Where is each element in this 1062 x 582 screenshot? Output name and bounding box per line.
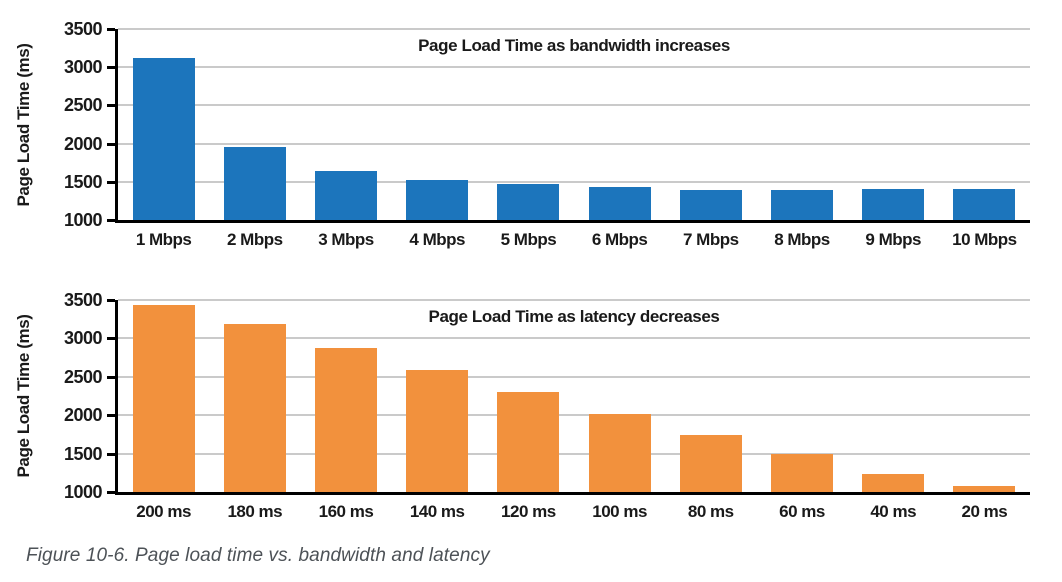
bar (771, 190, 833, 220)
bar (315, 347, 377, 492)
bar (588, 414, 651, 492)
y-axis-line (115, 29, 118, 223)
y-tick-label: 1500 (63, 443, 103, 464)
y-axis-title: Page Load Time (ms) (14, 42, 33, 207)
gridline (118, 337, 1030, 340)
x-tick-label: 10 Mbps (952, 230, 1017, 249)
y-tick-label: 2500 (63, 95, 103, 116)
y-tick-label: 1500 (63, 171, 103, 192)
y-tick-label: 2000 (63, 133, 103, 154)
x-tick-label: 4 Mbps (409, 230, 465, 249)
bar (679, 435, 742, 492)
y-tick-mark (107, 375, 115, 379)
gridline (118, 180, 1030, 183)
bar (497, 392, 560, 492)
x-tick-label: 200 ms (136, 502, 191, 521)
y-tick-mark (107, 180, 115, 184)
bar (406, 180, 469, 220)
y-tick-mark (107, 28, 115, 31)
x-tick-label: 120 ms (501, 502, 556, 521)
bar (771, 453, 833, 492)
y-tick-mark (107, 414, 115, 418)
x-tick-label: 5 Mbps (500, 230, 557, 249)
bar (223, 147, 286, 220)
x-tick-label: 8 Mbps (774, 230, 830, 249)
y-tick-label: 2500 (63, 366, 103, 387)
y-tick-mark (107, 219, 115, 222)
gridline (118, 104, 1030, 107)
x-axis-line (115, 492, 1030, 495)
x-tick-label: 6 Mbps (591, 230, 648, 249)
y-axis-line (115, 300, 118, 495)
bar (862, 189, 925, 220)
chart-title: Page Load Time as latency decreases (428, 307, 720, 326)
x-tick-label: 100 ms (592, 502, 647, 521)
x-tick-label: 3 Mbps (318, 230, 374, 249)
x-tick-label: 80 ms (687, 502, 734, 521)
bar (953, 189, 1016, 220)
y-tick-mark (107, 452, 115, 456)
x-tick-label: 160 ms (318, 502, 374, 521)
y-tick-label: 1000 (63, 482, 103, 502)
x-tick-label: 180 ms (227, 502, 283, 521)
x-tick-label: 140 ms (409, 502, 465, 521)
y-tick-mark (107, 104, 115, 108)
x-axis-line (115, 220, 1030, 223)
y-tick-label: 3500 (63, 19, 103, 39)
gridline (118, 299, 1030, 301)
y-tick-mark (107, 142, 115, 146)
y-tick-mark (107, 491, 115, 494)
gridline (118, 414, 1030, 417)
figure-caption: Figure 10-6. Page load time vs. bandwidt… (26, 545, 490, 566)
bar (862, 473, 925, 492)
y-tick-mark (107, 299, 115, 302)
bar (315, 171, 377, 220)
bar (406, 369, 469, 492)
x-tick-label: 40 ms (870, 502, 917, 521)
y-tick-label: 3000 (63, 57, 103, 78)
x-tick-label: 1 Mbps (135, 230, 192, 249)
bar (679, 190, 742, 220)
bar (953, 485, 1016, 492)
gridline (118, 375, 1030, 378)
y-tick-label: 1000 (63, 210, 103, 230)
bar (132, 58, 195, 220)
y-tick-label: 3500 (63, 290, 103, 310)
bar (132, 305, 195, 492)
y-tick-label: 2000 (63, 405, 103, 426)
y-tick-mark (107, 337, 115, 341)
bar (223, 323, 286, 492)
y-tick-mark (107, 66, 115, 70)
x-tick-label: 9 Mbps (865, 230, 921, 249)
bar (497, 184, 560, 220)
x-tick-label: 2 Mbps (227, 230, 283, 249)
bar (588, 187, 651, 220)
chart-title: Page Load Time as bandwidth increases (418, 36, 730, 55)
x-tick-label: 7 Mbps (683, 230, 739, 249)
x-tick-label: 20 ms (961, 502, 1008, 521)
gridline (118, 66, 1030, 69)
gridline (118, 28, 1030, 30)
y-axis-title: Page Load Time (ms) (14, 314, 33, 478)
x-tick-label: 60 ms (779, 502, 825, 521)
gridline (118, 142, 1030, 145)
y-tick-label: 3000 (63, 328, 103, 349)
gridline (118, 452, 1030, 455)
